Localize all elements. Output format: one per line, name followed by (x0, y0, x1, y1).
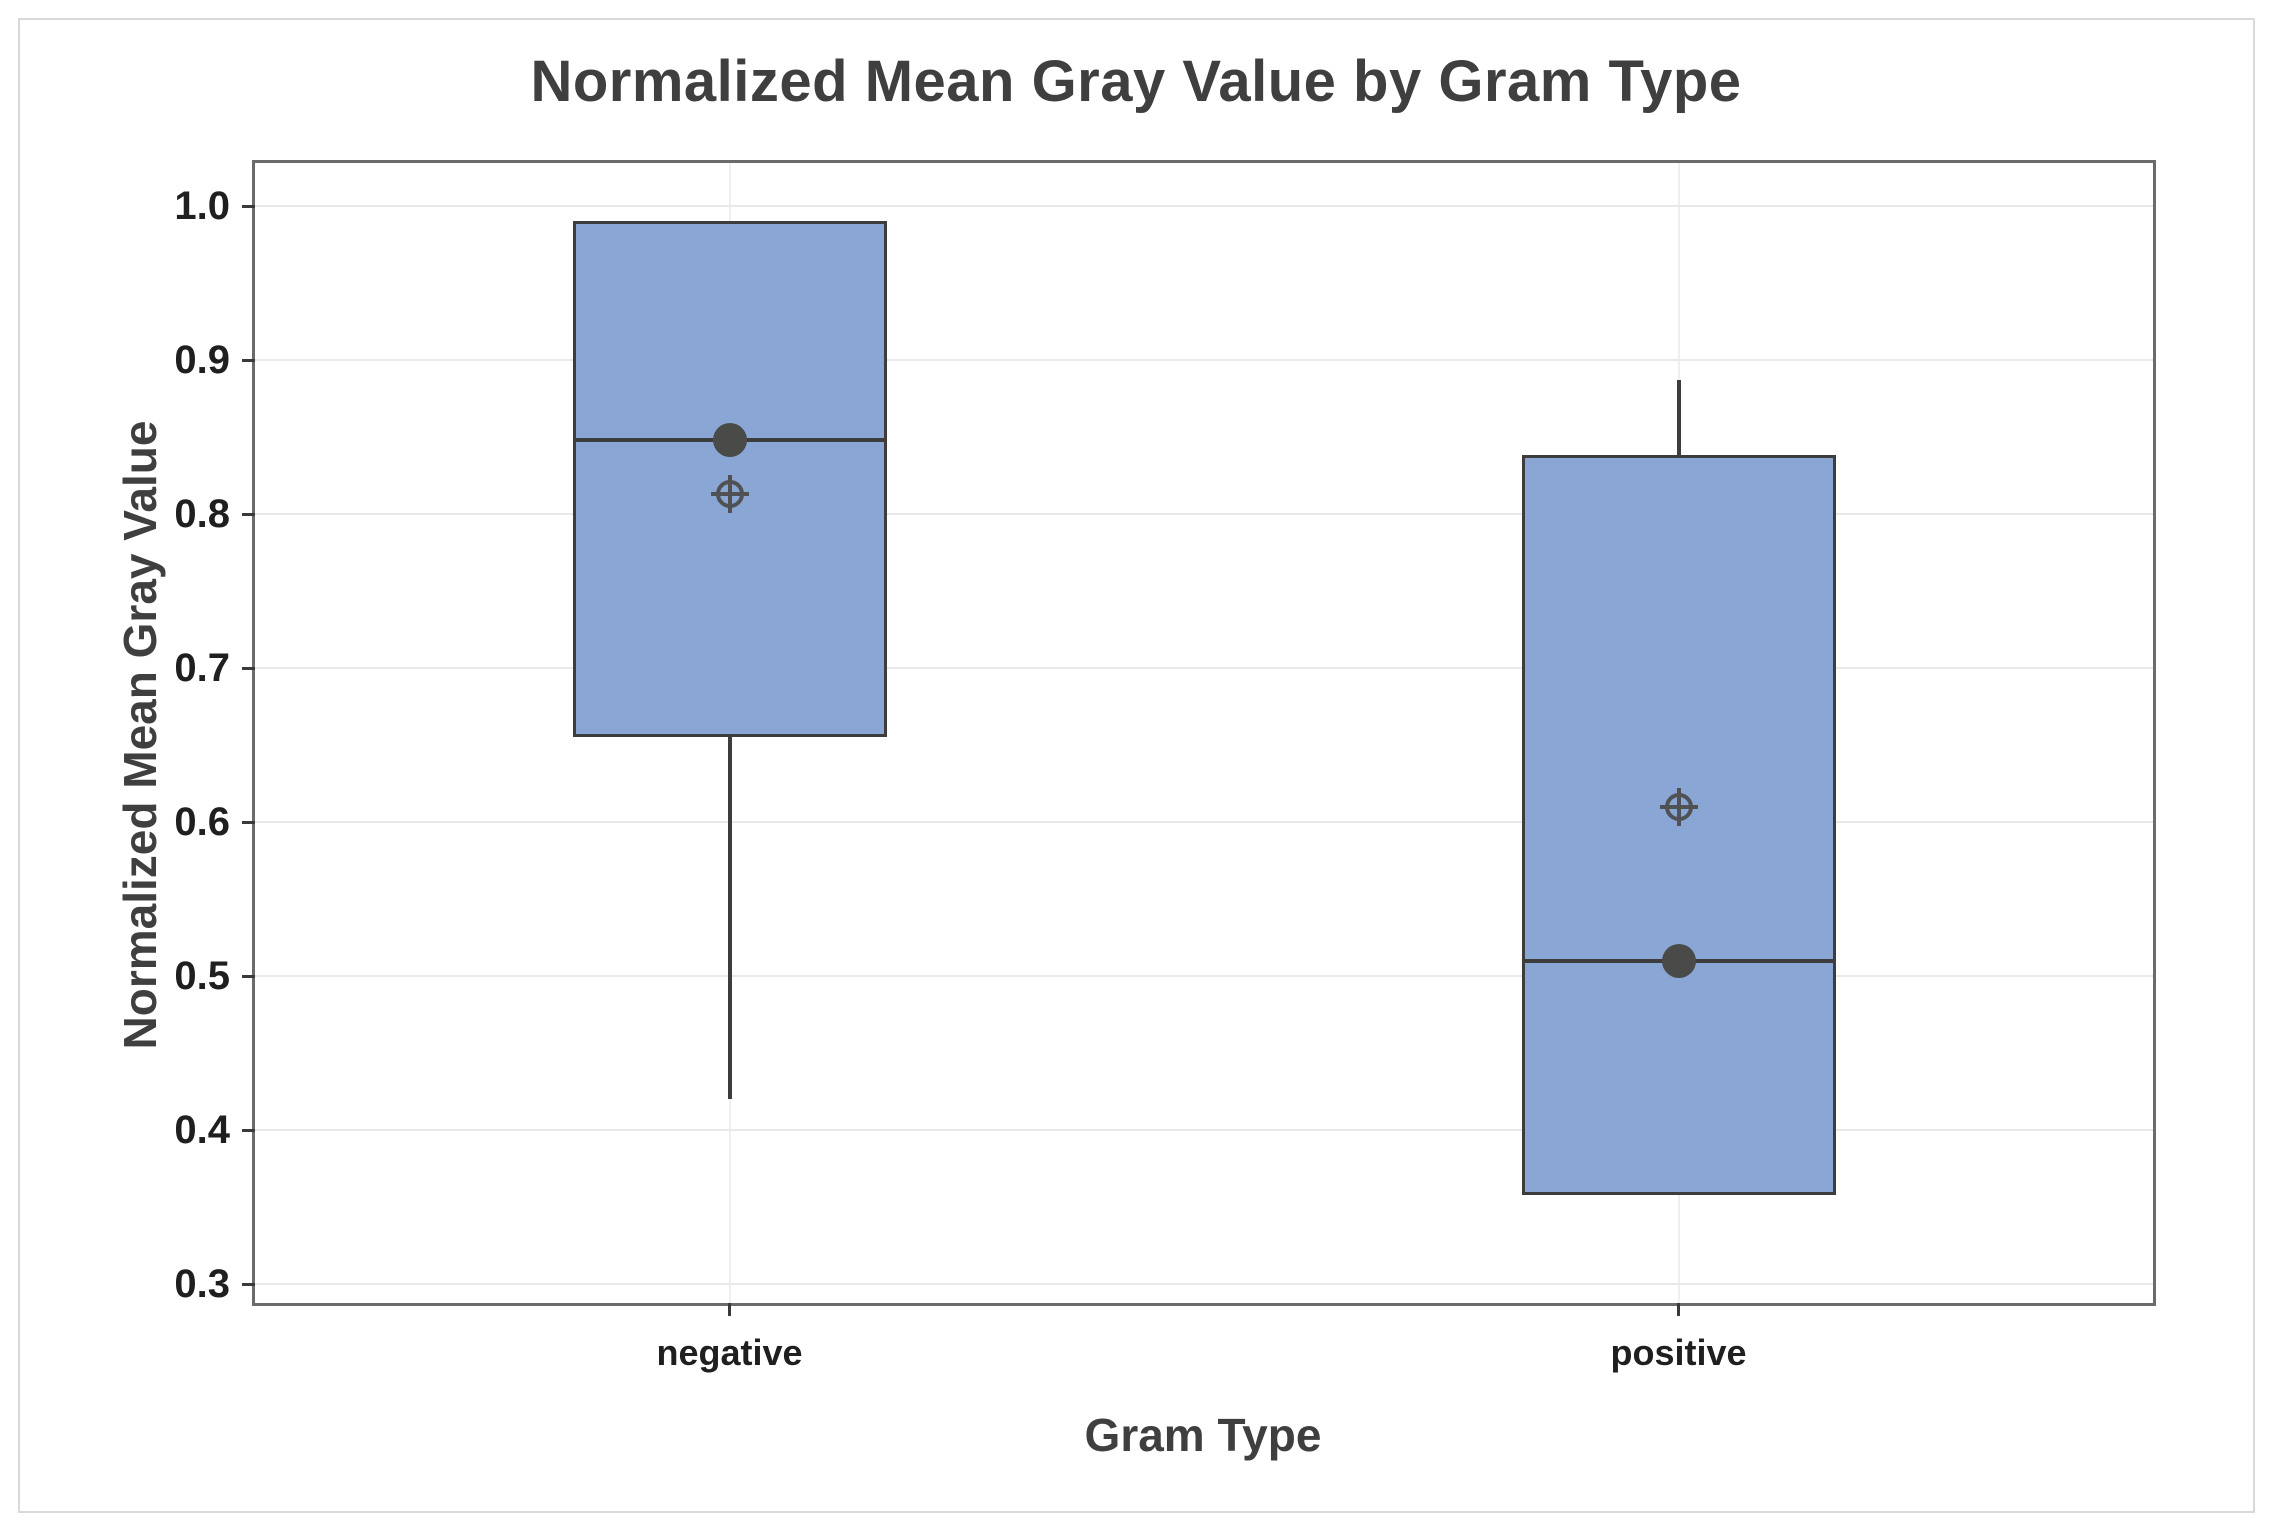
x-axis-title: Gram Type (1084, 1409, 1322, 1461)
crosshair-marker-positive (1659, 787, 1698, 826)
h-gridline-0.5 (255, 975, 2153, 977)
y-tick-0.3 (242, 1282, 255, 1286)
y-axis-title: Normalized Mean Gray Value (114, 420, 166, 1050)
y-tick-label-0.4: 0.4 (174, 1108, 230, 1152)
plot-area (252, 160, 2156, 1306)
solid-dot-marker-negative (712, 423, 747, 458)
h-gridline-0.6 (255, 821, 2153, 823)
y-tick-label-0.7: 0.7 (174, 646, 230, 690)
solid-dot-marker-positive (1661, 943, 1696, 978)
chart-title: Normalized Mean Gray Value by Gram Type (530, 49, 1742, 114)
x-category-label-negative: negative (656, 1332, 803, 1373)
y-tick-label-1.0: 1.0 (174, 184, 230, 228)
h-gridline-0.9 (255, 359, 2153, 361)
y-tick-label-0.8: 0.8 (174, 492, 230, 536)
crosshair-marker-negative (710, 474, 749, 513)
h-gridline-0.8 (255, 513, 2153, 515)
y-tick-0.8 (242, 512, 255, 516)
y-tick-0.6 (242, 820, 255, 824)
y-tick-label-0.5: 0.5 (174, 954, 230, 998)
y-tick-0.9 (242, 358, 255, 362)
upper-whisker-positive (1676, 380, 1681, 456)
crosshair-vbar-positive (1676, 787, 1681, 826)
y-tick-label-0.3: 0.3 (174, 1262, 230, 1306)
h-gridline-0.4 (255, 1129, 2153, 1131)
y-tick-0.7 (242, 666, 255, 670)
lower-whisker-negative (727, 737, 732, 1100)
y-tick-label-0.6: 0.6 (174, 800, 230, 844)
y-tick-0.4 (242, 1128, 255, 1132)
h-gridline-0.7 (255, 667, 2153, 669)
y-tick-label-0.9: 0.9 (174, 338, 230, 382)
y-tick-0.5 (242, 974, 255, 978)
h-gridline-0.3 (255, 1283, 2153, 1285)
crosshair-vbar-negative (727, 474, 732, 513)
y-tick-1.0 (242, 204, 255, 208)
x-category-label-positive: positive (1610, 1332, 1747, 1373)
x-tick-negative (728, 1303, 731, 1316)
h-gridline-1.0 (255, 205, 2153, 207)
figure-border (18, 18, 2255, 1513)
x-tick-positive (1677, 1303, 1680, 1316)
